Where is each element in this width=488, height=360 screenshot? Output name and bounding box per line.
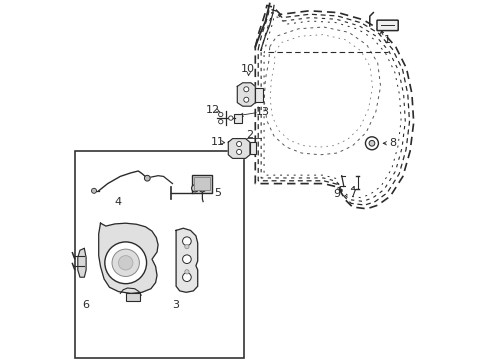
Text: 5: 5 bbox=[214, 188, 221, 198]
Text: 1: 1 bbox=[383, 35, 390, 45]
Bar bbox=[249, 142, 256, 154]
Text: 9: 9 bbox=[332, 189, 340, 199]
Circle shape bbox=[236, 141, 241, 147]
Circle shape bbox=[236, 149, 241, 154]
Circle shape bbox=[182, 255, 191, 264]
Circle shape bbox=[244, 97, 248, 102]
Circle shape bbox=[365, 137, 378, 150]
Circle shape bbox=[182, 237, 191, 246]
Circle shape bbox=[112, 249, 139, 276]
Text: 2: 2 bbox=[246, 130, 253, 140]
Polygon shape bbox=[78, 248, 86, 277]
Circle shape bbox=[182, 273, 191, 282]
Circle shape bbox=[184, 244, 189, 249]
Text: 4: 4 bbox=[114, 197, 121, 207]
Text: 3: 3 bbox=[171, 300, 179, 310]
Text: 6: 6 bbox=[82, 300, 89, 310]
Text: 12: 12 bbox=[205, 105, 220, 115]
Circle shape bbox=[218, 112, 223, 117]
Text: 7: 7 bbox=[348, 189, 355, 199]
Circle shape bbox=[191, 185, 199, 192]
Polygon shape bbox=[237, 83, 255, 106]
Circle shape bbox=[91, 188, 96, 193]
Bar bbox=[192, 175, 212, 193]
Polygon shape bbox=[176, 228, 197, 292]
Circle shape bbox=[228, 116, 232, 120]
Bar bbox=[125, 293, 140, 301]
Circle shape bbox=[104, 242, 146, 284]
Circle shape bbox=[184, 270, 189, 274]
Circle shape bbox=[144, 175, 150, 181]
Circle shape bbox=[218, 120, 223, 124]
Text: 10: 10 bbox=[241, 64, 255, 74]
Bar bbox=[233, 114, 241, 123]
Bar bbox=[75, 151, 244, 358]
Circle shape bbox=[118, 256, 133, 270]
Bar bbox=[255, 88, 262, 102]
Text: 8: 8 bbox=[388, 138, 396, 148]
Circle shape bbox=[368, 140, 374, 146]
Circle shape bbox=[244, 87, 248, 92]
Polygon shape bbox=[99, 223, 158, 293]
Text: 11: 11 bbox=[210, 137, 224, 147]
Polygon shape bbox=[228, 139, 249, 158]
FancyBboxPatch shape bbox=[376, 20, 397, 31]
Bar bbox=[194, 177, 209, 190]
Text: 13: 13 bbox=[255, 107, 269, 117]
Circle shape bbox=[199, 185, 205, 192]
